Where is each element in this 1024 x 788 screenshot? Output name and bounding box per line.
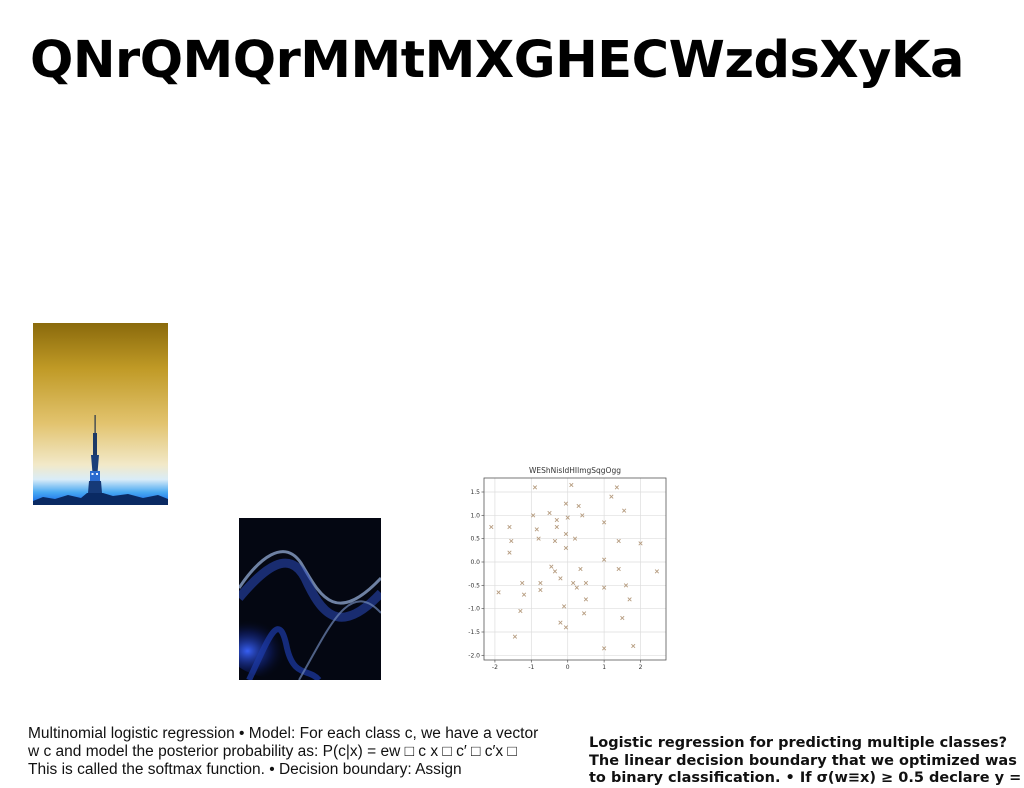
- scatter-point: [574, 585, 579, 590]
- body-right-line-1: Logistic regression for predicting multi…: [589, 735, 1008, 751]
- x-tick-label: 0: [566, 664, 570, 671]
- scatter-point: [583, 580, 589, 586]
- scatter-point: [602, 557, 607, 562]
- scatter-point: [616, 566, 621, 572]
- scatter-point: [549, 564, 554, 569]
- scatter-point: [536, 536, 541, 541]
- scatter-point: [496, 590, 501, 595]
- y-tick-label: 1.5: [470, 489, 480, 496]
- scatter-point: [509, 538, 514, 544]
- y-tick-label: -1.0: [468, 606, 480, 613]
- scatter-point: [558, 576, 563, 581]
- tower-photo: [33, 323, 168, 505]
- scatter-point: [531, 513, 536, 518]
- scatter-point: [627, 597, 632, 602]
- scatter-point: [614, 485, 619, 490]
- scatter-point: [561, 604, 567, 609]
- scatter-point: [563, 531, 569, 537]
- scatter-point: [552, 569, 558, 574]
- abstract-wave-photo: [239, 518, 381, 680]
- scatter-point: [602, 585, 607, 590]
- y-tick-label: 1.0: [470, 512, 480, 519]
- plot-frame: [483, 477, 667, 661]
- tower-silhouette: [33, 415, 168, 505]
- scatter-point: [507, 550, 512, 555]
- scatter-point: [572, 536, 578, 541]
- scatter-point: [654, 569, 660, 574]
- scatter-point: [602, 520, 607, 525]
- scatter-point: [558, 620, 563, 625]
- scatter-point: [554, 524, 559, 530]
- scatter-point: [547, 510, 552, 516]
- chart-title: WEShNisIdHIlmgSqgOgg: [529, 466, 621, 475]
- body-right-line-3: to binary classification. • If σ(w≡x) ≥ …: [589, 770, 1022, 786]
- scatter-point: [576, 503, 581, 509]
- y-tick-label: -2.0: [468, 652, 480, 659]
- scatter-point: [554, 517, 559, 523]
- scatter-point: [565, 515, 570, 520]
- scatter-point: [563, 501, 569, 506]
- scatter-point: [571, 580, 576, 586]
- y-tick-label: -1.5: [468, 629, 480, 636]
- scatter-point: [622, 508, 627, 513]
- scatter-point: [609, 494, 614, 499]
- chart-svg: WEShNisIdHIlmgSqgOgg -2 -1 0 1 2 1.5 1.0 0.5 0.0 -…: [468, 466, 667, 671]
- scatter-point: [532, 485, 538, 490]
- scatter-point: [581, 611, 587, 616]
- x-tick-label: -1: [528, 664, 534, 671]
- scatter-point: [512, 634, 518, 639]
- scatter-point: [580, 513, 585, 518]
- scatter-point: [638, 541, 643, 546]
- scatter-point: [602, 646, 607, 651]
- scatter-point: [489, 524, 494, 530]
- x-tick-label: -2: [492, 664, 498, 671]
- x-tick-label: 1: [602, 664, 606, 671]
- scatter-point: [569, 482, 574, 488]
- body-text-right: Logistic regression for predicting multi…: [589, 735, 1024, 788]
- y-tick-label: 0.0: [470, 559, 480, 566]
- body-right-line-2: The linear decision boundary that we opt…: [589, 752, 1017, 769]
- scatter-point: [520, 580, 525, 586]
- scatter-point: [583, 597, 589, 602]
- scatter-point: [578, 566, 583, 572]
- scatter-point: [518, 608, 523, 614]
- scatter-point: [552, 538, 558, 544]
- wave-graphic: [239, 518, 381, 680]
- y-tick-label: 0.5: [470, 536, 480, 543]
- scatter-point: [507, 524, 512, 530]
- y-tick-label: -0.5: [468, 582, 480, 589]
- scatter-point: [563, 545, 569, 551]
- scatter-point: [521, 592, 527, 597]
- scatter-point: [616, 538, 621, 544]
- scatter-chart: WEShNisIdHIlmgSqgOgg -2 -1 0 1 2 1.5 1.0 0.5 0.0 -…: [462, 462, 674, 676]
- scatter-point: [534, 527, 539, 532]
- scatter-point: [538, 580, 543, 586]
- scatter-point: [620, 615, 625, 621]
- slide-title: QNrQMQrMMtMXGHECWzdsXyKa: [30, 31, 964, 90]
- scatter-point: [631, 643, 636, 649]
- scatter-point: [538, 587, 543, 593]
- body-text-left: Multinomial logistic regression • Model:…: [28, 725, 539, 778]
- scatter-point: [563, 625, 569, 630]
- scatter-point: [623, 583, 629, 588]
- x-tick-label: 2: [639, 664, 643, 671]
